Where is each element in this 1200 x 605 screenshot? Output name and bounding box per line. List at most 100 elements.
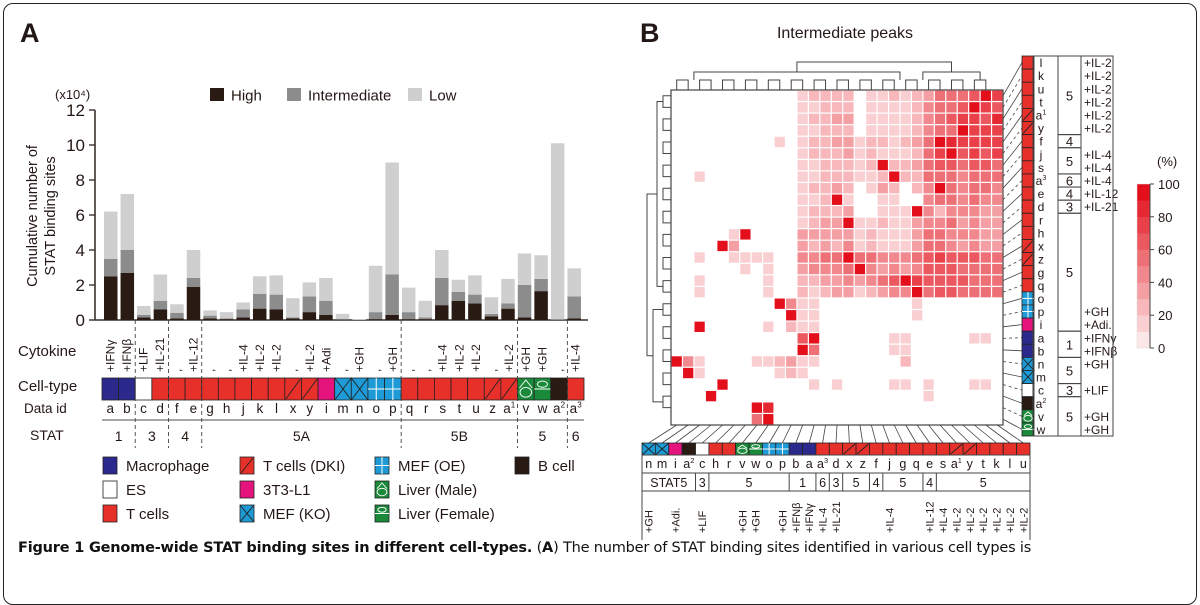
cell-swatch bbox=[976, 442, 991, 456]
heatmap-cell-l-a3 bbox=[820, 90, 831, 101]
cytokine-label-j: +IL-4 bbox=[236, 344, 250, 372]
heatmap-cell-a3-t bbox=[957, 194, 969, 205]
bar-t-intermediate bbox=[451, 292, 466, 301]
dendrogram-branch bbox=[662, 326, 671, 339]
row-cell-swatch-i bbox=[1021, 317, 1035, 332]
heatmap-cell-z-s bbox=[923, 263, 934, 275]
bar-r-low bbox=[418, 300, 432, 318]
col-id-label: u bbox=[1020, 457, 1027, 471]
colorbar: 0 20 40 60 80 100 (%) bbox=[1136, 154, 1180, 356]
cytokine-label-a: +IFNγ bbox=[103, 340, 117, 372]
col-cell-swatch-b bbox=[788, 442, 803, 456]
row-connector bbox=[1002, 75, 1023, 108]
colorbar-tick-label: 60 bbox=[1158, 243, 1172, 258]
col-stat-label: 5 bbox=[899, 476, 906, 490]
col-stat-label: STAT5 bbox=[650, 476, 687, 490]
heatmap-cell-t-s bbox=[923, 125, 934, 136]
heatmap-cell-j-i bbox=[694, 171, 705, 182]
heatmap-cell-a-b bbox=[797, 333, 808, 344]
row-cytokine-label: +IL-4 bbox=[1084, 148, 1112, 162]
cytokine-label-k: +IL-2 bbox=[253, 344, 267, 372]
heatmap-cell-j-t bbox=[957, 171, 969, 182]
heatmap-cell-l-a bbox=[808, 90, 820, 101]
heatmap-cell-m-b bbox=[797, 367, 808, 379]
cell-swatch bbox=[815, 442, 830, 456]
dendrogram-branch bbox=[744, 79, 758, 90]
heatmap-cell-y-b bbox=[797, 148, 808, 159]
row-connector bbox=[1002, 361, 1023, 365]
heatmap-cell-r-l bbox=[980, 229, 991, 240]
bar-k-low bbox=[252, 276, 267, 294]
column-connector bbox=[715, 424, 735, 444]
col-cell-swatch-z bbox=[855, 442, 870, 456]
heatmap-cell-x-l bbox=[980, 252, 991, 263]
cell-swatch bbox=[1021, 278, 1035, 293]
cell-swatch bbox=[909, 442, 924, 456]
heatmap-cell-o-b bbox=[797, 298, 808, 309]
bar-p-intermediate bbox=[385, 274, 399, 315]
heatmap-cell-z-e bbox=[912, 263, 923, 275]
heatmap-cell-z-z bbox=[854, 263, 866, 275]
heatmap-cell-v-v bbox=[751, 402, 762, 413]
heatmap-cell-h-a1 bbox=[934, 240, 946, 252]
col-id-label: c bbox=[699, 457, 705, 471]
heatmap-cell-y-z bbox=[854, 148, 866, 159]
bar-a3-low bbox=[567, 268, 581, 297]
heatmap-cell-y-j bbox=[877, 148, 888, 159]
heatmap-cell-c-q bbox=[900, 379, 911, 390]
bar-h-intermediate bbox=[219, 318, 234, 320]
cell-swatch bbox=[251, 377, 269, 401]
heatmap-cell-h-q bbox=[900, 240, 911, 252]
heatmap-cell-x-x bbox=[843, 252, 854, 263]
row-cytokine-label: +IL-2 bbox=[1084, 109, 1112, 123]
bar-b-low bbox=[120, 194, 135, 250]
col-id-label: n bbox=[645, 457, 652, 471]
heatmap-cell-f-d bbox=[831, 159, 843, 171]
heatmap-cell-u-g bbox=[889, 113, 900, 125]
heatmap-cell-d-s bbox=[923, 217, 934, 229]
column-connector bbox=[835, 424, 838, 444]
legend-label: MEF (KO) bbox=[263, 506, 331, 523]
heatmap-cell-l-a1 bbox=[934, 90, 946, 101]
bar-z-low bbox=[484, 297, 499, 314]
heatmap-cell-y-t bbox=[957, 148, 969, 159]
data-id-label: d bbox=[156, 401, 164, 416]
heatmap-cell-s-t bbox=[957, 183, 969, 194]
heatmap-cell-x-w bbox=[763, 252, 774, 263]
row-stat-label: 6 bbox=[1066, 173, 1073, 188]
heatmap-cell-x-v bbox=[751, 252, 762, 263]
heatmap-cell-a-a bbox=[808, 333, 820, 344]
heatmap-cell-x-a1 bbox=[934, 252, 946, 263]
cell-swatch bbox=[566, 377, 585, 401]
heatmap-cell-e-u bbox=[992, 206, 1003, 217]
row-connector bbox=[1002, 311, 1023, 316]
heatmap-cell-r-a1 bbox=[934, 229, 946, 240]
heatmap-cell-a-g bbox=[889, 333, 900, 344]
y-tick-label: 6 bbox=[76, 206, 85, 225]
heatmap-cell-h-l bbox=[980, 240, 991, 252]
heatmap-cell-e-s bbox=[923, 206, 934, 217]
cell-type-swatch-h bbox=[217, 377, 236, 401]
heatmap-cell-j-l bbox=[980, 171, 991, 182]
heatmap-cell-b-q bbox=[900, 344, 911, 356]
heatmap-cell-t-x bbox=[843, 125, 854, 136]
heatmap-cell-e-x bbox=[843, 206, 854, 217]
heatmap-cell-t-b bbox=[797, 125, 808, 136]
dendrogram-branch bbox=[859, 79, 872, 90]
liver-mark bbox=[519, 379, 533, 389]
heatmap-cell-l-l bbox=[980, 90, 991, 101]
heatmap-cell-l-j bbox=[877, 90, 888, 101]
cell-swatch bbox=[151, 377, 169, 401]
heatmap-cell-r-e bbox=[912, 229, 923, 240]
bar-a2-intermediate bbox=[550, 319, 565, 320]
col-id-label: x bbox=[846, 457, 853, 471]
cell-swatch bbox=[118, 377, 136, 401]
col-id-label: t bbox=[981, 457, 985, 471]
row-id-label: t bbox=[1039, 95, 1043, 109]
cell-swatch bbox=[400, 377, 419, 401]
colorbar-tick-label: 80 bbox=[1158, 210, 1172, 225]
heatmap-cell-m-m bbox=[683, 367, 694, 379]
heatmap-cell-d-j bbox=[877, 217, 888, 229]
heatmap-cell-c-c bbox=[717, 379, 728, 390]
heatmap-cell-l-q bbox=[900, 90, 911, 101]
